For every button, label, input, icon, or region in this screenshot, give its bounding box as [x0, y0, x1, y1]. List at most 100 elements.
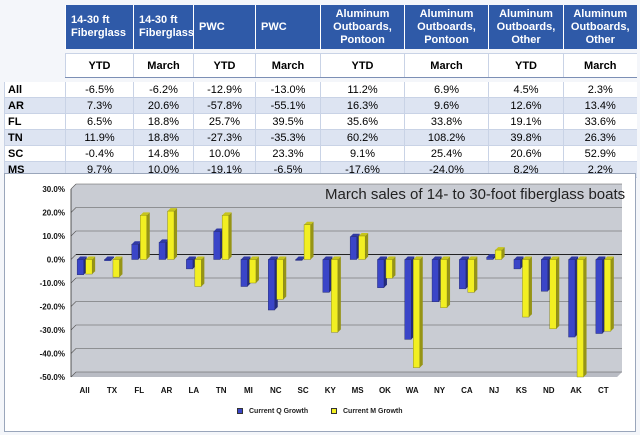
bar-q — [431, 259, 439, 302]
bar-m — [249, 259, 257, 284]
table-cell: 35.6% — [320, 113, 405, 130]
table-cell: 39.8% — [488, 129, 564, 146]
bar-side-q — [110, 256, 114, 261]
table-cell: -6.2% — [133, 82, 194, 98]
bar-side-m — [228, 212, 232, 260]
bar-side-m — [119, 256, 123, 278]
legend-label-q: Current Q Growth — [249, 408, 309, 415]
table-cell: 11.2% — [320, 82, 405, 98]
x-tick-label: KY — [325, 386, 337, 395]
bar-top-m — [522, 256, 532, 260]
bar-q — [377, 259, 385, 288]
table-cell: 18.8% — [133, 113, 194, 130]
bar-side-m — [337, 256, 341, 333]
bar-q — [404, 259, 412, 340]
x-tick-label: CA — [461, 386, 473, 395]
bar-m — [276, 259, 284, 300]
bar-m — [576, 259, 584, 378]
period-cell: March — [133, 53, 194, 78]
bar-top-q — [322, 256, 333, 260]
table-cell: 108.2% — [404, 129, 489, 146]
bar-side-m — [501, 247, 505, 260]
bar-side-m — [556, 256, 560, 329]
x-tick-label: AR — [161, 386, 173, 395]
bar-side-m — [255, 256, 259, 283]
bar-top-m — [140, 212, 150, 216]
legend-swatch-m — [331, 408, 337, 415]
gridline-depth — [70, 324, 77, 331]
bar-top-m — [222, 212, 232, 216]
period-cell: YTD — [320, 53, 405, 78]
y-tick-label: 30.0% — [42, 185, 65, 194]
bar-q — [568, 259, 576, 338]
bar-m — [194, 259, 202, 287]
bar-top-m — [604, 256, 614, 260]
column-header: Aluminum Outboards, Other — [563, 5, 637, 49]
bar-m — [549, 259, 557, 330]
table-row: TN 11.9% 18.8% -27.3% -35.3% 60.2% 108.2… — [4, 129, 637, 146]
column-header: Aluminum Outboards, Other — [488, 5, 564, 49]
bar-top-q — [186, 256, 196, 260]
bar-side-m — [583, 256, 587, 377]
bar-m — [331, 259, 339, 333]
bar-q — [486, 256, 494, 260]
table-cell: 52.9% — [563, 145, 637, 162]
table-row: FL 6.5% 18.8% 25.7% 39.5% 35.6% 33.8% 19… — [4, 113, 637, 130]
period-cell: March — [563, 53, 637, 78]
bar-side-m — [201, 256, 205, 287]
bar-q — [349, 236, 357, 260]
bar-top-q — [240, 256, 251, 260]
bar-top-m — [276, 256, 287, 260]
x-tick-label: ND — [543, 386, 555, 395]
row-label: All — [4, 82, 66, 98]
bar-side-m — [528, 256, 532, 318]
bar-top-q — [595, 256, 606, 260]
table-cell: 25.7% — [193, 113, 256, 130]
bar-side-m — [174, 208, 178, 260]
period-cell: March — [404, 53, 489, 78]
bar-top-q — [104, 256, 114, 260]
bar-top-q — [159, 239, 169, 243]
table-cell: 23.3% — [255, 145, 321, 162]
bar-side-m — [146, 212, 150, 260]
x-tick-label: LA — [189, 386, 200, 395]
x-tick-label: MI — [244, 386, 253, 395]
bar-m — [604, 259, 612, 332]
bar-top-q — [404, 256, 415, 260]
table-cell: 11.9% — [65, 129, 134, 146]
x-tick-label: MS — [352, 386, 365, 395]
column-header: 14-30 ft Fiberglass — [133, 5, 194, 49]
bar-q — [268, 259, 275, 311]
x-tick-label: TX — [107, 386, 118, 395]
y-tick-label: -30.0% — [40, 326, 65, 335]
table-cell: 20.6% — [488, 145, 564, 162]
table-cell: 60.2% — [320, 129, 405, 146]
gridline-depth — [70, 183, 77, 190]
bar-top-q — [486, 254, 497, 258]
bar-m — [494, 249, 502, 260]
growth-table: 14-30 ft Fiberglass 14-30 ft Fiberglass … — [4, 5, 637, 178]
bar-q — [295, 259, 303, 261]
bar-q — [131, 244, 139, 260]
plot-floor — [71, 372, 622, 377]
bar-m — [440, 259, 448, 308]
table-cell: 7.3% — [65, 97, 134, 114]
table-cell: -55.1% — [255, 97, 321, 114]
bar-top-q — [513, 256, 524, 260]
y-tick-label: 20.0% — [42, 209, 65, 218]
bar-top-q — [432, 256, 442, 260]
column-header: PWC — [193, 5, 256, 49]
legend-item-q: Current Q Growth — [237, 408, 308, 415]
table-cell: 26.3% — [563, 129, 637, 146]
x-tick-label: TN — [216, 386, 227, 395]
table-cell: -12.9% — [193, 82, 256, 98]
y-tick-label: 0.0% — [47, 256, 65, 265]
table-cell: 19.1% — [488, 113, 564, 130]
bar-chart: 30.0% 20.0% 10.0% 0.0% -10.0% -20.0% -30.0% -40… — [40, 183, 622, 395]
table-cell: 39.5% — [255, 113, 321, 130]
bar-top-q — [568, 256, 579, 260]
period-row: YTD March YTD March YTD March YTD March — [4, 53, 637, 78]
bar-m — [522, 259, 530, 318]
gridline-depth — [70, 230, 77, 237]
